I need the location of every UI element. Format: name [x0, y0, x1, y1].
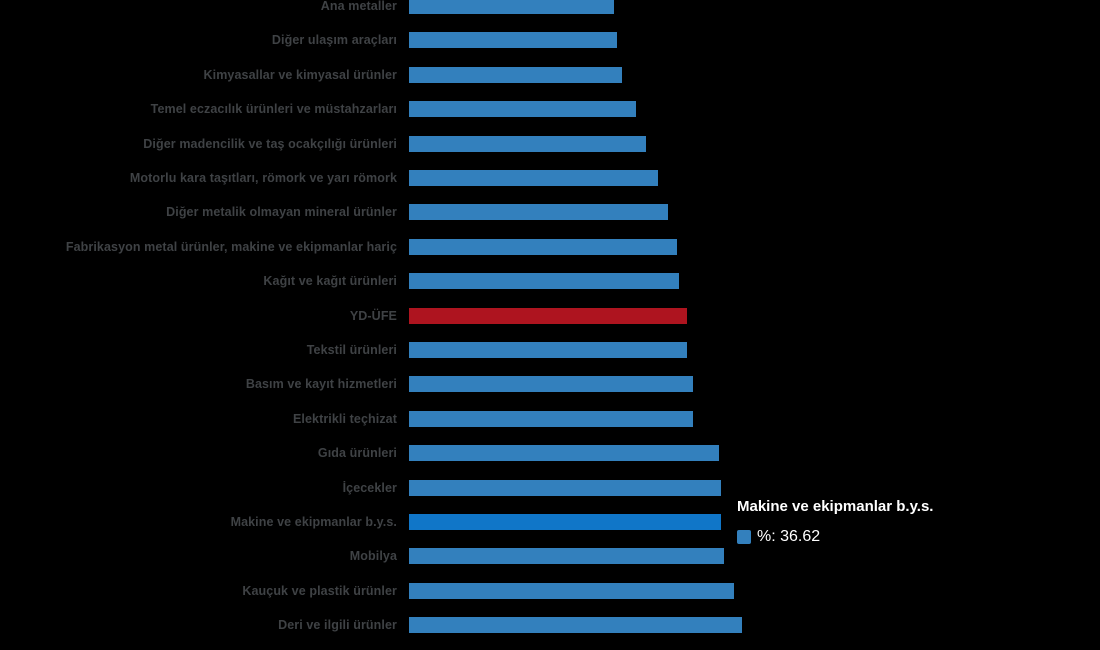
tooltip: Makine ve ekipmanlar b.y.s. %: 36.62: [737, 499, 933, 546]
category-label: Mobilya: [349, 549, 397, 564]
bar[interactable]: [409, 101, 636, 118]
category-label: İçecekler: [342, 480, 397, 495]
bar[interactable]: [409, 307, 687, 324]
bar-row: Diğer metalik olmayan mineral ürünler: [0, 195, 1100, 229]
bar[interactable]: [409, 479, 721, 496]
category-label: YD-ÜFE: [349, 308, 397, 323]
tooltip-value: %: 36.62: [757, 528, 821, 545]
bar-row: Tekstil ürünleri: [0, 333, 1100, 367]
bar[interactable]: [409, 376, 693, 393]
bar[interactable]: [409, 0, 614, 14]
bar-row: Ana metaller: [0, 0, 1100, 23]
category-label: Gıda ürünleri: [317, 446, 397, 461]
bar-row: Kauçuk ve plastik ürünler: [0, 574, 1100, 608]
category-label: Temel eczacılık ürünleri ve müstahzarlar…: [150, 102, 397, 117]
category-label: Ana metaller: [320, 0, 397, 13]
bar[interactable]: [409, 582, 734, 599]
bar[interactable]: [409, 342, 687, 358]
bar[interactable]: [409, 410, 693, 427]
bar[interactable]: [409, 204, 668, 221]
bar-row: Kağıt ve kağıt ürünleri: [0, 264, 1100, 298]
bar-row: YD-ÜFE: [0, 299, 1100, 333]
tooltip-series-marker-icon: [737, 530, 751, 544]
category-label: Tekstil ürünleri: [306, 343, 397, 357]
bar-row: Kimyasallar ve kimyasal ürünler: [0, 58, 1100, 92]
bar-row: Mobilya: [0, 539, 1100, 573]
bar-row: Elektrikli teçhizat: [0, 402, 1100, 436]
bar[interactable]: [409, 135, 646, 152]
category-label: Makine ve ekipmanlar b.y.s.: [230, 515, 397, 529]
category-label: Kauçuk ve plastik ürünler: [242, 583, 397, 598]
bar[interactable]: [409, 273, 679, 290]
bar-row: Diğer ulaşım araçları: [0, 23, 1100, 57]
bar-row: Deri ve ilgili ürünler: [0, 608, 1100, 642]
category-label: Basım ve kayıt hizmetleri: [245, 377, 397, 392]
category-label: Motorlu kara taşıtları, römork ve yarı r…: [129, 171, 397, 185]
bar-row: Makine ve ekipmanlar b.y.s.: [0, 505, 1100, 539]
bar[interactable]: [409, 170, 658, 186]
bar[interactable]: [409, 548, 724, 565]
tooltip-title: Makine ve ekipmanlar b.y.s.: [737, 498, 934, 515]
bar-row: Motorlu kara taşıtları, römork ve yarı r…: [0, 161, 1100, 195]
bar[interactable]: [409, 617, 742, 634]
bar[interactable]: [409, 445, 719, 462]
bar-row: Temel eczacılık ürünleri ve müstahzarlar…: [0, 92, 1100, 126]
bar-row: Basım ve kayıt hizmetleri: [0, 367, 1100, 401]
category-label: Fabrikasyon metal ürünler, makine ve eki…: [65, 239, 397, 254]
category-label: Elektrikli teçhizat: [292, 411, 397, 426]
category-label: Diğer madencilik ve taş ocakçılığı ürünl…: [143, 136, 397, 151]
category-label: Diğer ulaşım araçları: [271, 33, 397, 48]
category-label: Kimyasallar ve kimyasal ürünler: [203, 67, 397, 82]
bar[interactable]: [409, 66, 622, 83]
bar[interactable]: [409, 32, 617, 49]
bar-row: İçecekler: [0, 471, 1100, 505]
category-label: Kağıt ve kağıt ürünleri: [263, 274, 397, 289]
category-label: Diğer metalik olmayan mineral ürünler: [166, 205, 397, 220]
bar-row: Gıda ürünleri: [0, 436, 1100, 470]
tooltip-value-row: %: 36.62: [737, 528, 933, 546]
bar-row: Diğer madencilik ve taş ocakçılığı ürünl…: [0, 127, 1100, 161]
bar[interactable]: [409, 514, 721, 530]
bar-row: Fabrikasyon metal ürünler, makine ve eki…: [0, 230, 1100, 264]
category-label: Deri ve ilgili ürünler: [278, 618, 397, 633]
bar[interactable]: [409, 238, 677, 255]
